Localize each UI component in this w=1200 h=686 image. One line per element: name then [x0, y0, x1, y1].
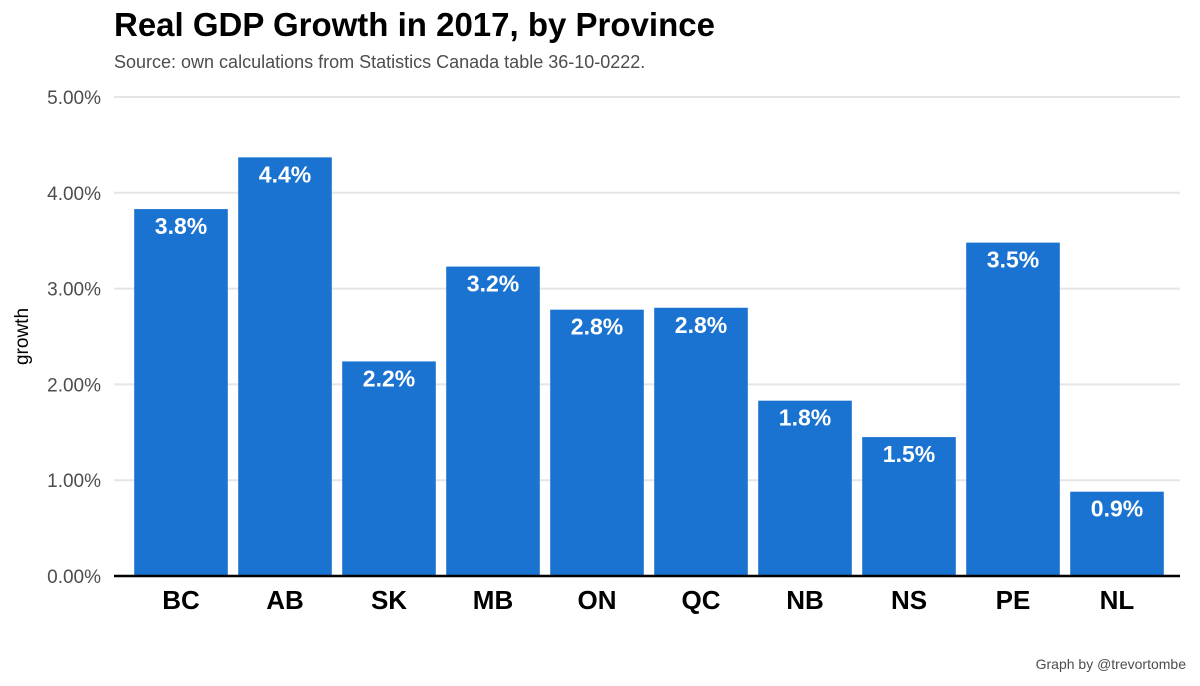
bar	[1070, 491, 1164, 576]
bar	[966, 242, 1060, 576]
bar	[342, 361, 436, 576]
x-tick-label: SK	[371, 585, 407, 615]
x-tick-label: BC	[162, 585, 200, 615]
y-tick-label: 5.00%	[47, 88, 101, 109]
data-label: 2.2%	[363, 365, 415, 391]
bar	[446, 266, 540, 576]
data-label: 3.5%	[987, 247, 1039, 273]
chart-subtitle: Source: own calculations from Statistics…	[114, 52, 646, 72]
x-tick-label: QC	[682, 585, 721, 615]
y-tick-label: 1.00%	[47, 471, 101, 492]
chart-caption: Graph by @trevortombe	[1035, 656, 1186, 672]
y-tick-label: 0.00%	[47, 567, 101, 588]
data-label: 0.9%	[1091, 496, 1143, 522]
data-label: 1.8%	[779, 405, 831, 431]
x-tick-label: NS	[891, 585, 927, 615]
y-tick-label: 2.00%	[47, 375, 101, 396]
bar	[654, 307, 748, 576]
data-label: 3.8%	[155, 213, 207, 239]
x-tick-label: NL	[1100, 585, 1135, 615]
bar	[758, 400, 852, 576]
x-tick-label: MB	[473, 585, 513, 615]
data-label: 2.8%	[571, 314, 623, 340]
x-tick-label: NB	[786, 585, 824, 615]
bar	[550, 309, 644, 576]
data-label: 1.5%	[883, 441, 935, 467]
y-tick-label: 3.00%	[47, 280, 101, 301]
y-tick-label: 4.00%	[47, 184, 101, 205]
bar	[134, 209, 228, 576]
x-tick-label: AB	[266, 585, 304, 615]
data-label: 4.4%	[259, 161, 311, 187]
x-tick-label: ON	[578, 585, 617, 615]
y-axis-title: growth	[12, 308, 33, 365]
chart-title: Real GDP Growth in 2017, by Province	[114, 6, 715, 43]
bar	[238, 157, 332, 576]
data-label: 3.2%	[467, 271, 519, 297]
data-label: 2.8%	[675, 312, 727, 338]
x-tick-label: PE	[996, 585, 1031, 615]
bar	[862, 437, 956, 576]
